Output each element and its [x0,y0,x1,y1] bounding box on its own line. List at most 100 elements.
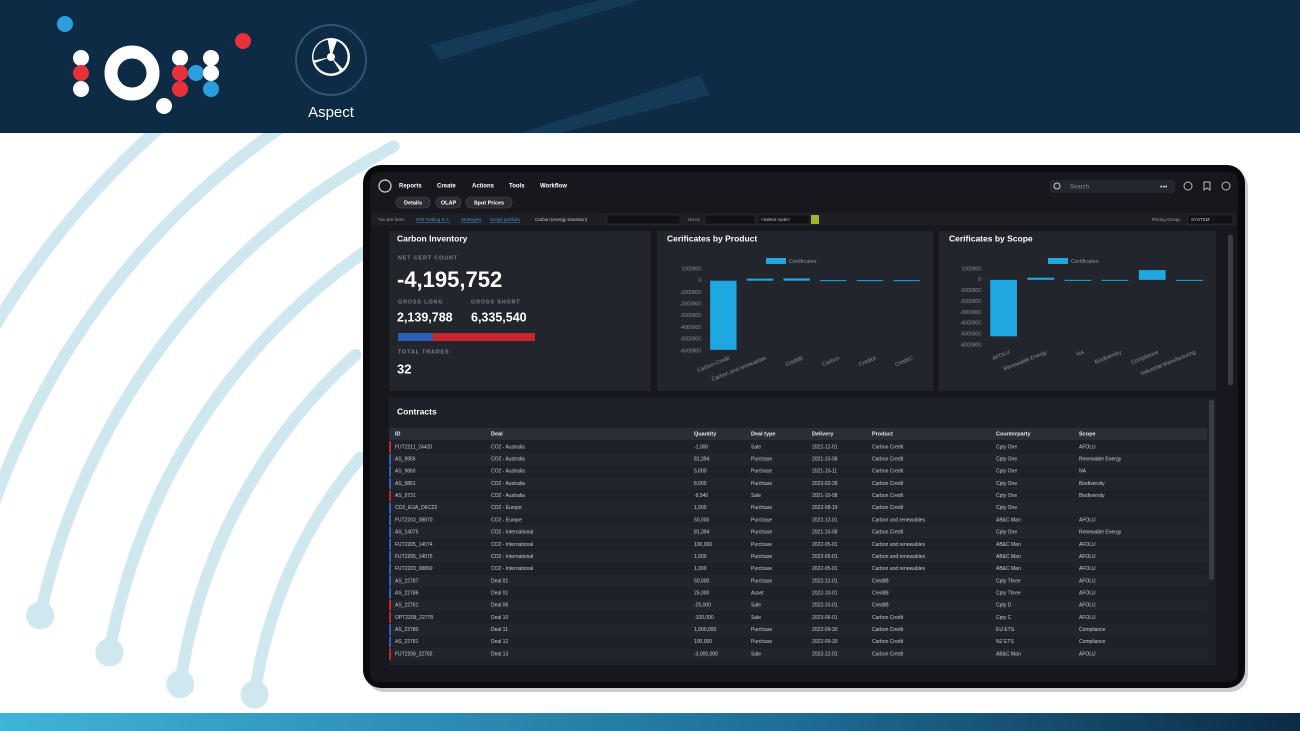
table-cell: Sale [751,603,761,609]
tab[interactable] [435,196,462,209]
legend-swatch [766,258,786,264]
row-stripe [391,599,1207,612]
menu-item[interactable]: Reports [399,184,422,190]
column-header[interactable]: Deal [491,431,503,437]
table-cell: 2022-09-30 [812,639,838,645]
table-cell: 81,394 [694,457,710,463]
table-cell: Carbon and renewables [872,517,926,523]
table-cell: AFOLU [1079,517,1096,523]
help-icon[interactable] [1221,181,1231,191]
column-header[interactable]: Deal type [751,431,775,437]
column-header[interactable]: Product [872,431,893,437]
table-scrollbar[interactable] [1209,400,1214,580]
table-cell: Cpty One [996,493,1017,499]
inventory-panel [389,231,651,391]
menu-item[interactable]: Create [437,184,456,190]
table-cell: 2021-10-08 [812,493,838,499]
breadcrumb-select[interactable] [606,214,681,225]
table-cell: 1,000 [694,554,707,560]
table-cell: Sale [751,651,761,657]
page-scrollbar[interactable] [1228,235,1233,385]
table-cell: Carbon and renewables [872,566,926,572]
table-cell: -100,000 [694,615,714,621]
node-select[interactable] [757,214,811,225]
column-header[interactable]: Delivery [812,431,834,437]
pricing-label: Pricing Group: [1152,217,1181,222]
table-cell: Compliance [1079,627,1106,633]
table-cell: 25,000 [694,590,710,596]
table-cell: AFOLU [1079,578,1096,584]
tab[interactable] [395,196,431,209]
tab[interactable] [465,196,513,209]
row-marker [389,636,391,648]
table-cell: FUT2205_14075 [395,554,433,560]
bookmark-icon[interactable] [1203,181,1211,191]
column-header[interactable]: ID [395,431,401,437]
table-cell: Carbon Credit [872,639,904,645]
goto-input[interactable] [704,214,756,225]
table-cell: FUT2203_08870 [395,517,433,523]
tab-label[interactable]: OLAP [441,200,457,206]
table-cell: NZ ETS [996,639,1014,645]
table-cell: AFOLU [1079,615,1096,621]
table-cell: 2021-10-08 [812,457,838,463]
breadcrumb-item[interactable]: ION Trading S.A. [416,217,450,222]
row-marker [389,648,391,660]
pricing-select[interactable] [1187,214,1234,225]
column-header[interactable]: Quantity [694,431,717,437]
app-icon [378,179,392,193]
table-cell: Biodiversity [1079,481,1105,487]
deco-arc [103,239,380,659]
search-icon [1053,182,1061,190]
row-marker [389,563,391,575]
table-cell: CO2 - International [491,530,533,536]
tab-label[interactable]: Details [404,200,422,206]
bar [1027,277,1055,280]
menu-item[interactable]: Workflow [540,184,567,190]
net-label: NET CERT COUNT [398,255,458,261]
table-cell: Purchase [751,566,772,572]
table-cell: Purchase [751,554,772,560]
search-box[interactable] [1050,180,1175,193]
bar [710,280,737,350]
table-cell: Purchase [751,542,772,548]
table-cell: Cpty C [996,615,1012,621]
deco-arc [0,0,365,330]
row-stripe [391,550,1207,563]
breadcrumb-item[interactable]: Strategies [461,217,482,222]
y-tick-label: -1000000 [960,288,981,294]
y-tick-label: 1000000 [682,266,702,272]
menu-item[interactable]: Tools [509,184,525,190]
table-cell: Purchase [751,457,772,463]
table-cell: Deal 11 [491,627,508,633]
table-cell: AB&C Man [996,517,1021,523]
go-button[interactable] [811,215,819,224]
net-value: -4,195,752 [397,267,502,292]
column-header[interactable]: Counterparty [996,431,1031,437]
table-cell: AFOLU [1079,651,1096,657]
settings-icon[interactable] [1183,181,1193,191]
table-cell: 100,000 [694,639,712,645]
long-bar [398,333,433,341]
bar [893,280,920,282]
table-cell: CO2 - Australia [491,457,525,463]
row-marker [389,551,391,563]
row-marker [389,465,391,477]
breadcrumb-item[interactable]: Scope portfolio [490,217,521,222]
table-cell: 50,000 [694,578,710,584]
table-cell: Cpty One [996,481,1017,487]
short-bar [432,333,535,341]
table-cell: AS_22787 [395,578,419,584]
tab-label[interactable]: Spot Prices [474,200,504,206]
column-header[interactable]: Scope [1079,431,1096,437]
bar [1176,279,1203,281]
table-cell: CO2 - International [491,566,533,572]
pricing-value: SYSTEM [1191,217,1210,222]
table-cell: CO2 - Australia [491,493,525,499]
brand-name: Aspect [308,104,355,121]
chart-title: Cerificates by Product [667,233,757,243]
menu-item[interactable]: Actions [472,184,495,190]
table-cell: AB&C Man [996,554,1021,560]
